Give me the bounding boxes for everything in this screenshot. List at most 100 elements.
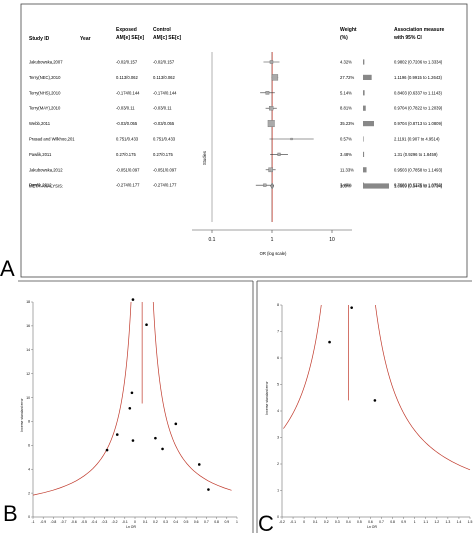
funnel-b-study-point [131, 298, 135, 301]
funnel-c-x-tick-label: 1 [414, 520, 416, 524]
association-measure: 1.31 (0.9296 to 1.8459) [394, 152, 438, 157]
control-stats: -0.02/0.157 [153, 60, 175, 65]
funnel-c-y-tick-label: 1 [277, 489, 279, 493]
funnel-b-x-tick-label: -0.6 [71, 520, 77, 524]
association-measure: 1.0069 (0.9445 to 1.0734) [394, 184, 443, 189]
forest-x-tick-label: 1 [271, 237, 274, 243]
panel-label-c: C [258, 511, 274, 536]
funnel-c-plot-area: -0.2 -0.1 0 0.1 0.2 0.3 0.4 0.5 0.6 0.7 0.8 0.9 1 1.1… [277, 303, 472, 524]
funnel-c-x-tick-label: -0.2 [279, 520, 285, 524]
funnel-b-x-tick-label: -0.1 [122, 520, 128, 524]
funnel-plot-c-panel: -0.2 -0.1 0 0.1 0.2 0.3 0.4 0.5 0.6 0.7 0.8 0.9 1 1.1… [256, 280, 472, 536]
meta-diamond [270, 182, 275, 190]
weight-bar [363, 136, 364, 142]
header-association-ci: with 95% CI [393, 35, 422, 41]
point-estimate [265, 91, 270, 95]
funnel-b-study-point [197, 463, 201, 466]
study-label: Terry(MAY),2010 [29, 106, 61, 111]
weight-percent: 8.81% [340, 106, 352, 111]
association-measure: 0.9802 (0.7206 to 1.3334) [394, 60, 443, 65]
forest-plot-frame [20, 3, 468, 278]
point-estimate [267, 120, 275, 128]
funnel-b-study-point [128, 407, 132, 410]
funnel-b-funnel-right-bound [152, 301, 232, 491]
funnel-c-x-tick-label: 1.5 [468, 520, 473, 524]
funnel-b-y-tick-label: 10 [26, 396, 30, 400]
funnel-b-x-tick-label: -0.9 [40, 520, 46, 524]
weight-percent: 3.48% [340, 152, 352, 157]
study-label: Terry(NEC),2010 [29, 75, 61, 80]
funnel-c-x-tick-label: 1.4 [457, 520, 462, 524]
funnel-b-x-tick-label: 0.7 [204, 520, 209, 524]
header-study-id: Study ID [29, 36, 50, 42]
funnel-c-y-tick-label: 2 [277, 462, 279, 466]
funnel-c-funnel-left-bound [283, 304, 322, 429]
funnel-c-x-axis-label: Ln OR [367, 525, 377, 529]
association-measure: 0.8403 (0.6337 to 1.1143) [394, 90, 442, 95]
study-label: Jakubowska,2007 [29, 60, 63, 65]
funnel-c-x-tick-label: 0.8 [390, 520, 395, 524]
funnel-c-y-tick-label: 7 [277, 330, 279, 334]
funnel-c-study-point [328, 340, 331, 344]
funnel-c-y-tick-label: 3 [277, 436, 279, 440]
funnel-b-x-tick-label: 0 [134, 520, 136, 524]
funnel-b-x-tick-label: -0.2 [112, 520, 118, 524]
point-estimate [269, 106, 274, 111]
funnel-b-x-tick-label: 0.9 [224, 520, 229, 524]
funnel-b-x-tick-label: 0.6 [194, 520, 199, 524]
funnel-c-y-tick-label: 5 [277, 383, 279, 387]
exposed-stats: -0.274/0.177 [116, 183, 140, 188]
panel-label-b: B [3, 501, 18, 526]
funnel-b-x-tick-label: -1 [31, 520, 34, 524]
exposed-stats: -0.02/0.157 [116, 60, 138, 65]
exposed-stats: -0.174/0.144 [116, 90, 140, 95]
control-stats: -0.274/0.177 [153, 183, 177, 188]
funnel-b-y-axis-label: Inverse standard error [20, 397, 24, 431]
point-estimate [269, 60, 274, 64]
funnel-c-y-axis-label: Inverse standard error [265, 380, 269, 414]
funnel-c-x-tick-label: 0.7 [379, 520, 384, 524]
weight-percent: 11.33% [340, 167, 354, 172]
forest-plot-panel: Study ID Year Exposed AM[e] SE[e] Contro… [0, 3, 468, 281]
funnel-c-y-tick-label: 0 [277, 515, 279, 519]
weight-bar [363, 90, 365, 96]
funnel-b-y-tick-label: 2 [28, 491, 30, 495]
association-measure: 2.1191 (0.907 to 4.9514) [394, 137, 440, 142]
funnel-c-x-tick-label: 1.2 [434, 520, 439, 524]
weight-percent: 4.32% [340, 60, 352, 65]
funnel-b-y-tick-label: 4 [28, 467, 30, 471]
forest-plot-area: 0.1 1 10 [192, 52, 352, 243]
funnel-b-x-tick-label: 0.5 [184, 520, 189, 524]
funnel-b-study-point [105, 448, 109, 452]
study-label: Jakubowska,2012 [29, 167, 63, 172]
association-measure: 0.9704 (0.8713 to 1.0809) [394, 121, 443, 126]
control-stats: -0.051/0.097 [153, 167, 177, 172]
header-weight-unit: (%) [340, 35, 348, 41]
funnel-c-x-tick-label: 0.6 [368, 520, 373, 524]
funnel-c-y-tick-label: 4 [277, 409, 279, 413]
header-association: Association measure [394, 27, 445, 33]
forest-rows: Jakubowska,2007 -0.02/0.157 -0.02/0.157 4.3… [29, 59, 443, 189]
funnel-c-x-tick-label: 0.9 [401, 520, 406, 524]
funnel-b-y-tick-label: 8 [28, 420, 30, 424]
funnel-b-x-tick-label: 0.1 [143, 520, 148, 524]
funnel-c-study-point [373, 399, 377, 402]
exposed-stats: -0.051/0.097 [116, 167, 140, 172]
study-label: Terry(NHS),2010 [29, 90, 61, 95]
header-exposed: Exposed [116, 27, 137, 33]
forest-column-headers: Study ID Year Exposed AM[e] SE[e] Contro… [29, 27, 445, 42]
header-exposed-stats: AM[e] SE[e] [116, 35, 144, 41]
study-label: Powlik,2012 [29, 183, 52, 188]
point-estimate [268, 167, 273, 173]
weight-percent: 5.14% [340, 90, 352, 95]
exposed-stats: 0.113/0.062 [116, 75, 138, 80]
funnel-c-x-tick-label: 0 [303, 520, 305, 524]
study-label: Prasad and Wilkhoo,201 [29, 137, 75, 142]
exposed-stats: -0.03/0.055 [116, 121, 138, 126]
point-estimate [263, 183, 267, 187]
point-estimate [290, 137, 293, 141]
association-measure: 0.7603 (0.5375 to 1.0756) [394, 183, 443, 188]
funnel-b-study-point [174, 422, 178, 426]
exposed-stats: -0.03/0.11 [116, 106, 135, 111]
funnel-b-plot-area: -1 -0.9 -0.8 -0.7 -0.6 -0.5 -0.4 -0.3 -0.2 -0.1 0 0… [26, 298, 238, 524]
